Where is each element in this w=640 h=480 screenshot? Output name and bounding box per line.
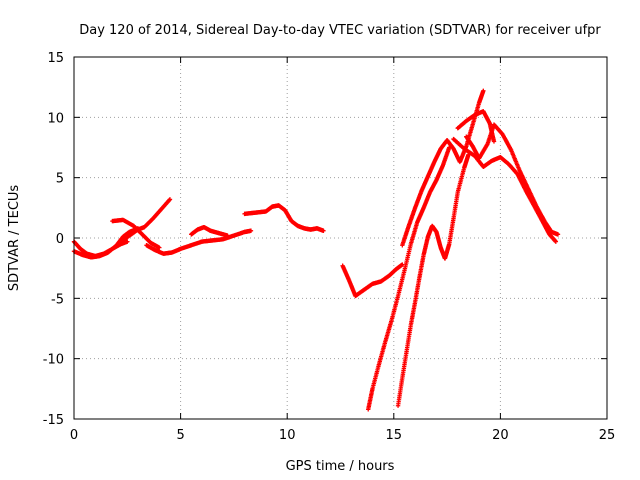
data-point: [225, 233, 230, 238]
y-tick-label: 15: [47, 51, 64, 66]
series-arc-2: [71, 226, 141, 260]
x-tick-label: 15: [386, 428, 403, 443]
x-tick-label: 20: [492, 428, 509, 443]
x-axis-label: GPS time / hours: [286, 459, 395, 474]
data-point: [248, 228, 254, 233]
data-point: [553, 239, 559, 244]
y-tick-label: 0: [56, 232, 64, 247]
grid: [74, 57, 607, 419]
y-tick-label: -15: [43, 413, 64, 428]
data-points: [71, 88, 561, 412]
data-point: [125, 239, 130, 244]
y-axis-label: SDTVAR / TECUs: [7, 185, 22, 292]
x-tick-label: 5: [176, 428, 184, 443]
y-tick-label: 10: [47, 111, 64, 126]
y-tick-label: -5: [51, 292, 64, 307]
data-point: [157, 245, 162, 250]
data-point: [481, 88, 486, 93]
series-arc-12: [455, 109, 497, 144]
x-tick-label: 25: [599, 428, 616, 443]
chart-title: Day 120 of 2014, Sidereal Day-to-day VTE…: [79, 23, 601, 38]
series-arc-13: [451, 136, 559, 244]
data-point: [167, 197, 173, 202]
data-point: [321, 228, 326, 233]
series-arc-14: [464, 122, 561, 237]
y-tick-label: 5: [56, 172, 64, 187]
series-arc-8: [340, 262, 405, 299]
data-point: [491, 139, 497, 144]
data-point: [555, 232, 561, 237]
series-arc-7: [242, 203, 326, 233]
series-arc-6: [189, 224, 230, 238]
series-arc-5: [144, 228, 254, 256]
x-tick-label: 0: [70, 428, 78, 443]
series-arc-9: [366, 145, 452, 412]
axis-ticks: 0 5 10 15 20 25 -15 -10 -5 0 5 10 15: [43, 51, 616, 443]
y-tick-label: -10: [43, 353, 64, 368]
x-tick-label: 10: [279, 428, 296, 443]
series-arc-10: [395, 152, 471, 408]
series-arc-4: [118, 197, 173, 244]
plot-frame: [73, 56, 608, 420]
